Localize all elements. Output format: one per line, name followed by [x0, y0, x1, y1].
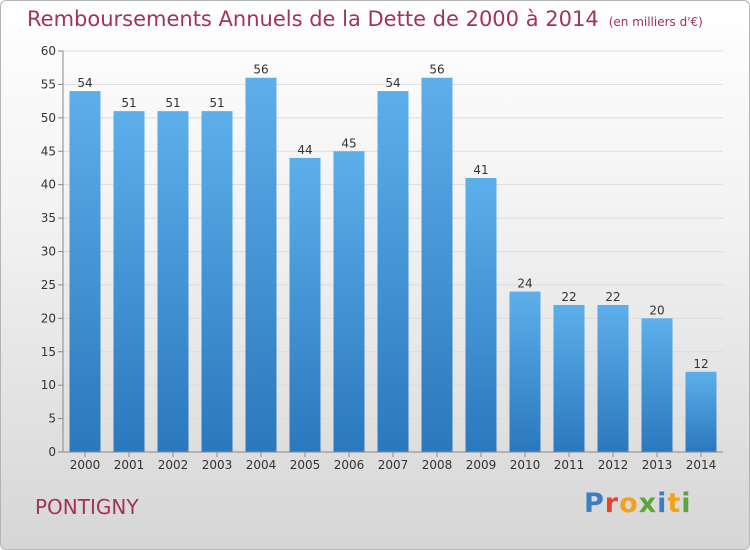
x-axis-ticks: 2000 2001 2002 2003 2004 2005 2006 2007 2008 2009… — [70, 452, 717, 472]
bar — [245, 77, 277, 452]
x-tick-label: 2007 — [378, 458, 409, 472]
logo-letter: x — [638, 488, 658, 519]
bar-value-label: 41 — [473, 163, 488, 177]
y-tick-label: 50 — [41, 111, 56, 125]
y-tick-label: 20 — [41, 311, 56, 325]
x-tick-label: 2014 — [686, 458, 717, 472]
x-tick-label: 2010 — [510, 458, 541, 472]
logo-letter: i — [681, 488, 692, 519]
x-tick-label: 2013 — [642, 458, 673, 472]
chart-title-unit: (en milliers d'€) — [608, 15, 703, 29]
axes — [62, 51, 723, 453]
x-tick-label: 2002 — [158, 458, 189, 472]
bar-value-label: 51 — [121, 96, 136, 110]
bar — [465, 177, 497, 452]
bar — [421, 77, 453, 452]
bar — [377, 91, 409, 452]
x-tick-label: 2009 — [466, 458, 497, 472]
bar — [553, 304, 585, 452]
bar-value-label: 20 — [649, 303, 664, 317]
chart-title: Remboursements Annuels de la Dette de 20… — [27, 7, 703, 31]
x-tick-label: 2005 — [290, 458, 321, 472]
bar-value-label: 51 — [165, 96, 180, 110]
bar — [113, 111, 145, 453]
bar — [201, 111, 233, 453]
bar-value-label: 56 — [429, 63, 444, 77]
bar — [641, 318, 673, 452]
y-tick-label: 10 — [41, 378, 56, 392]
x-tick-label: 2008 — [422, 458, 453, 472]
x-tick-label: 2006 — [334, 458, 365, 472]
bar-value-label: 24 — [517, 277, 532, 291]
bar — [157, 111, 189, 453]
bar-value-label: 56 — [253, 63, 268, 77]
bar — [597, 304, 629, 452]
y-tick-label: 55 — [41, 77, 56, 91]
logo-letter: t — [667, 488, 682, 519]
bar-value-label: 54 — [77, 76, 92, 90]
bar-value-labels: 54 51 51 51 56 44 45 54 56 41 24 22 22 20 12 — [77, 63, 708, 371]
y-tick-label: 30 — [41, 245, 56, 259]
y-tick-label: 35 — [41, 211, 56, 225]
bar-value-label: 51 — [209, 96, 224, 110]
bar-value-label: 12 — [693, 357, 708, 371]
bar — [69, 91, 101, 452]
y-tick-label: 25 — [41, 278, 56, 292]
y-tick-label: 15 — [41, 345, 56, 359]
x-tick-label: 2011 — [554, 458, 585, 472]
logo-letter: P — [584, 488, 605, 519]
x-tick-label: 2000 — [70, 458, 101, 472]
x-tick-label: 2001 — [114, 458, 145, 472]
y-tick-label: 60 — [41, 44, 56, 58]
y-axis-ticks: 0 5 10 15 20 25 30 35 40 45 50 55 60 — [41, 44, 63, 459]
bars — [69, 77, 717, 453]
chart-title-text: Remboursements Annuels de la Dette de 20… — [27, 7, 599, 31]
bar-value-label: 22 — [561, 290, 576, 304]
y-tick-label: 0 — [48, 445, 56, 459]
commune-name: PONTIGNY — [35, 495, 139, 519]
logo-letter: r — [604, 488, 620, 519]
x-tick-label: 2012 — [598, 458, 629, 472]
y-tick-label: 45 — [41, 144, 56, 158]
logo-letter: i — [657, 488, 668, 519]
bar-value-label: 22 — [605, 290, 620, 304]
proxiti-logo: Proxiti — [584, 488, 692, 519]
bar-value-label: 45 — [341, 136, 356, 150]
y-tick-label: 40 — [41, 178, 56, 192]
y-tick-label: 5 — [48, 412, 56, 426]
bar — [685, 371, 717, 452]
x-tick-label: 2003 — [202, 458, 233, 472]
bar-value-label: 54 — [385, 76, 400, 90]
bar — [333, 151, 365, 452]
bar-value-label: 44 — [297, 143, 312, 157]
x-tick-label: 2004 — [246, 458, 277, 472]
bar — [509, 291, 541, 452]
logo-letter: o — [619, 488, 639, 519]
bar — [289, 157, 321, 452]
